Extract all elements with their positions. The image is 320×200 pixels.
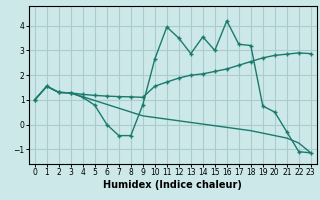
X-axis label: Humidex (Indice chaleur): Humidex (Indice chaleur) — [103, 180, 242, 190]
